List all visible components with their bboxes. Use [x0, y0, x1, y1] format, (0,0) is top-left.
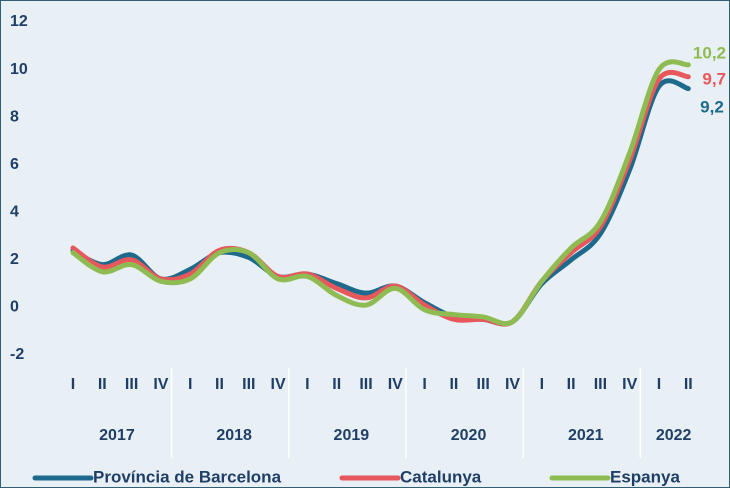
y-tick-label: 2 — [10, 251, 19, 268]
x-tick-label: IV — [388, 376, 403, 393]
x-tick-label: I — [540, 376, 544, 393]
x-tick-label: III — [594, 376, 607, 393]
x-tick-label: IV — [271, 376, 286, 393]
y-tick-label: -2 — [10, 346, 24, 363]
y-tick-label: 4 — [10, 204, 19, 221]
data-label: 9,2 — [700, 97, 724, 116]
x-group-label: 2021 — [568, 427, 604, 444]
x-group-label: 2022 — [656, 427, 692, 444]
legend-label: Catalunya — [400, 467, 482, 486]
legend-label: Espanya — [610, 467, 680, 486]
x-tick-label: II — [215, 376, 224, 393]
x-tick-label: II — [449, 376, 458, 393]
y-tick-label: 8 — [10, 108, 19, 125]
x-tick-label: II — [98, 376, 107, 393]
x-tick-label: III — [477, 376, 490, 393]
data-label: 9,7 — [702, 69, 726, 88]
y-tick-label: 0 — [10, 299, 19, 316]
x-tick-label: I — [188, 376, 192, 393]
x-group-label: 2020 — [451, 427, 487, 444]
x-tick-label: IV — [153, 376, 168, 393]
x-tick-label: I — [71, 376, 75, 393]
x-tick-label: II — [684, 376, 693, 393]
x-tick-label: III — [125, 376, 138, 393]
data-label: 10,2 — [693, 43, 726, 62]
x-tick-label: IV — [622, 376, 637, 393]
y-tick-label: 10 — [10, 61, 28, 78]
x-tick-label: I — [657, 376, 661, 393]
x-tick-label: IV — [505, 376, 520, 393]
x-tick-label: III — [242, 376, 255, 393]
x-group-label: 2019 — [334, 427, 370, 444]
x-tick-label: I — [305, 376, 309, 393]
line — [70, 69, 691, 327]
x-tick-label: I — [422, 376, 426, 393]
x-tick-label: III — [359, 376, 372, 393]
x-tick-label: II — [332, 376, 341, 393]
y-tick-label: 12 — [10, 13, 28, 30]
y-tick-label: 6 — [10, 156, 19, 173]
x-group-label: 2018 — [216, 427, 252, 444]
line — [70, 59, 691, 327]
line — [70, 78, 691, 327]
x-group-label: 2017 — [99, 427, 135, 444]
x-tick-label: II — [567, 376, 576, 393]
legend-label: Província de Barcelona — [93, 467, 282, 486]
